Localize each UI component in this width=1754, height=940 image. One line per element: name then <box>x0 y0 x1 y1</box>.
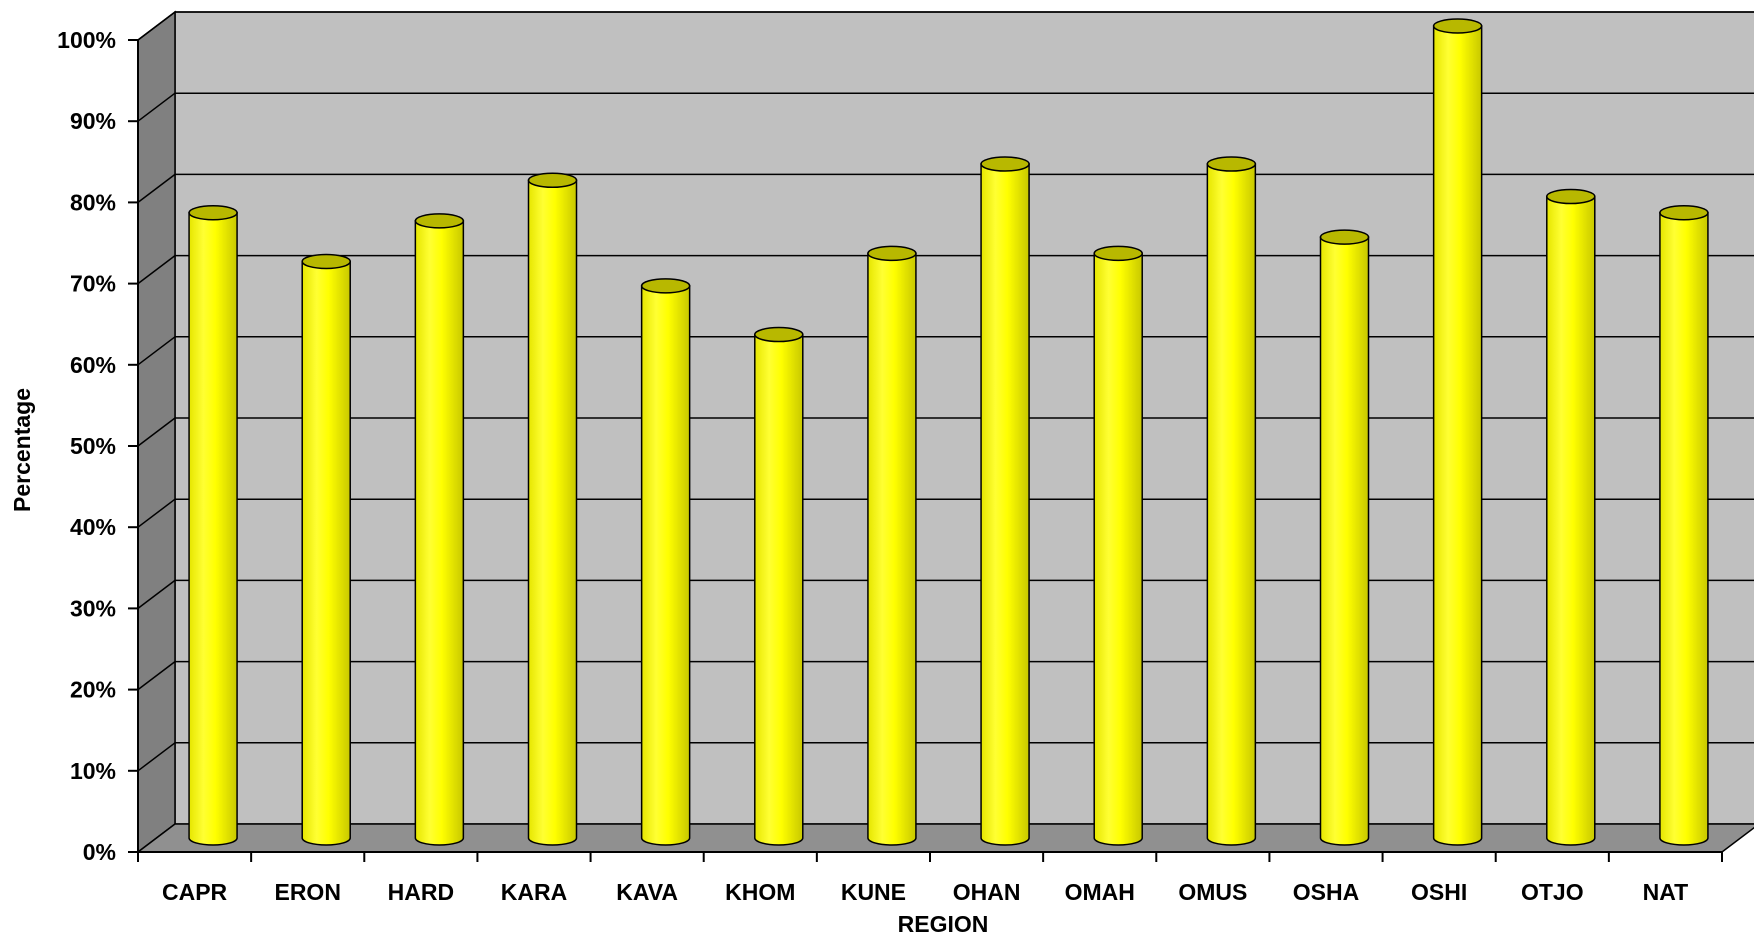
y-tick-label: 0% <box>83 839 116 865</box>
x-tick-label: CAPR <box>162 879 228 905</box>
bar-body <box>1206 163 1257 846</box>
x-tick-label: OTJO <box>1521 879 1584 905</box>
gridline-side <box>137 417 176 447</box>
bar <box>1432 18 1483 846</box>
bar-body <box>1093 252 1143 846</box>
gridline-side <box>137 579 176 609</box>
y-tick-label: 30% <box>70 595 116 621</box>
bar-body <box>301 260 351 846</box>
bar <box>1659 205 1709 846</box>
y-tick-label: 70% <box>70 271 116 297</box>
gridline-side <box>137 742 176 772</box>
bar-top <box>1659 205 1709 221</box>
y-tick-label: 60% <box>70 352 116 378</box>
gridline-side <box>137 92 176 122</box>
y-tick-label: 20% <box>70 677 116 703</box>
bar-body <box>1432 25 1483 846</box>
floor <box>135 823 1754 853</box>
bar <box>1546 188 1596 846</box>
bar-body <box>527 179 578 846</box>
y-tick-labels: 0% 10% 20% 30% 40% 50% 60% 70% 80% 90% 100% <box>57 27 116 865</box>
x-axis-title: REGION <box>898 911 989 937</box>
bar-top <box>1319 229 1370 245</box>
bar-top <box>754 326 804 343</box>
x-tick-label: ERON <box>274 879 340 905</box>
x-tick-label: KAVA <box>616 879 678 905</box>
bar-top <box>867 245 917 262</box>
x-tick-label: OMAH <box>1065 879 1135 905</box>
bar-top <box>527 172 578 189</box>
x-tick-label: OHAN <box>953 879 1021 905</box>
bar-top <box>1093 245 1143 262</box>
bar-body <box>1546 195 1596 846</box>
y-axis-title: Percentage <box>9 388 35 512</box>
bar-top <box>640 278 691 294</box>
y-tick-label: 50% <box>70 433 116 459</box>
bar-body <box>640 285 691 846</box>
gridline-side <box>137 255 176 285</box>
y-tick-label: 100% <box>57 27 116 53</box>
bar-body <box>1319 236 1370 846</box>
gridline-side <box>137 11 176 41</box>
bar <box>301 253 351 846</box>
x-tick-label: KARA <box>501 879 567 905</box>
x-tick-label: KHOM <box>725 879 795 905</box>
x-tick-label: OMUS <box>1178 879 1247 905</box>
x-tick-labels: CAPR ERON HARD KARA KAVA KHOM KUNE OHAN OMAH OMUS… <box>162 879 1688 905</box>
bar <box>754 326 804 846</box>
y-tick-label: 90% <box>70 108 116 134</box>
bar <box>640 278 691 846</box>
bar <box>1206 156 1257 846</box>
bar-top <box>1206 156 1257 172</box>
x-tick-label: OSHA <box>1293 879 1359 905</box>
plot-background <box>135 10 1754 854</box>
bar-body <box>754 333 804 846</box>
bar-body <box>980 163 1030 846</box>
bar-body <box>1659 212 1709 846</box>
bar <box>527 172 578 846</box>
gridline-side <box>137 661 176 691</box>
x-tick-label: OSHI <box>1411 879 1467 905</box>
bar <box>980 156 1030 846</box>
bar <box>1319 229 1370 846</box>
bar-top <box>188 205 238 221</box>
axes <box>128 39 1723 862</box>
bar-body <box>188 212 238 846</box>
x-tick-label: NAT <box>1643 879 1689 905</box>
bar-top <box>1432 18 1483 34</box>
bar <box>414 213 465 846</box>
bars <box>188 18 1709 846</box>
gridline-side <box>137 173 176 203</box>
bar-body <box>867 252 917 846</box>
bar <box>188 205 238 846</box>
gridline-side <box>137 498 176 528</box>
bar-top <box>980 156 1030 172</box>
gridline-side <box>137 336 176 366</box>
bar-body <box>414 220 465 846</box>
bar <box>867 245 917 846</box>
y-tick-label: 80% <box>70 189 116 215</box>
bar <box>1093 245 1143 846</box>
bar-top <box>414 213 465 229</box>
bar-top <box>301 253 351 270</box>
bar-top <box>1546 188 1596 205</box>
x-tick-label: KUNE <box>841 879 906 905</box>
y-tick-label: 40% <box>70 514 116 540</box>
x-tick-label: HARD <box>388 879 454 905</box>
y-tick-label: 10% <box>70 758 116 784</box>
